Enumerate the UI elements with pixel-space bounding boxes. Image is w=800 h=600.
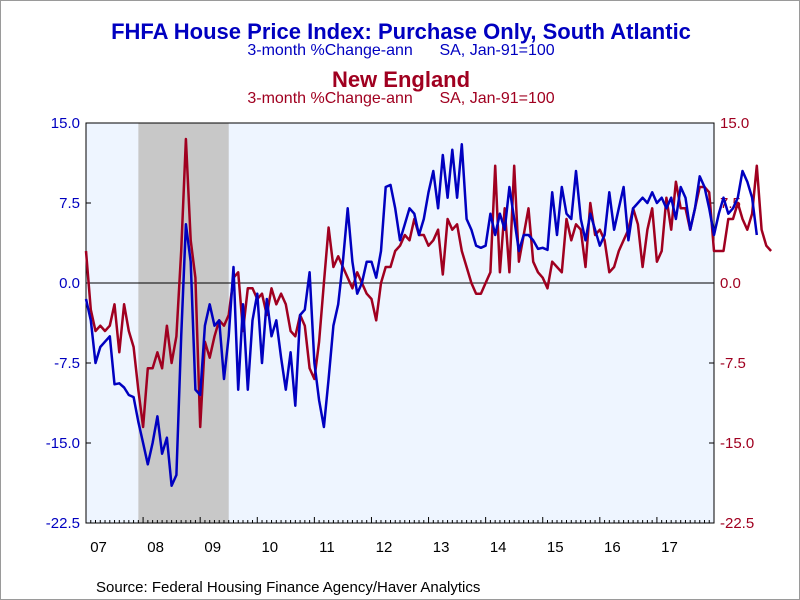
series-line-south-atlantic (84, 143, 759, 487)
chart-title-south-atlantic: FHFA House Price Index: Purchase Only, S… (111, 19, 691, 44)
x-tick-label: 09 (204, 539, 221, 556)
x-tick-label: 16 (604, 539, 621, 556)
chart-subtitle-south-atlantic: 3-month %Change-ann SA, Jan-91=100 (247, 42, 555, 59)
y-tick-label-right: -7.5 (720, 355, 746, 372)
x-tick-label: 10 (261, 539, 278, 556)
y-tick-label-right: 15.0 (720, 115, 749, 132)
x-tick-label: 11 (319, 539, 335, 556)
x-tick-label: 07 (90, 539, 107, 556)
y-tick-label-left: 15.0 (51, 115, 80, 132)
x-tick-label: 08 (147, 539, 164, 556)
x-tick-label: 15 (547, 539, 564, 556)
y-tick-label-right: -22.5 (720, 515, 754, 532)
y-tick-label-right: 0.0 (720, 275, 741, 292)
x-tick-label: 14 (490, 539, 507, 556)
y-tick-label-left: -15.0 (46, 435, 80, 452)
y-tick-label-right: -15.0 (720, 435, 754, 452)
y-tick-label-left: -22.5 (46, 515, 80, 532)
y-tick-label-left: -7.5 (54, 355, 80, 372)
y-tick-label-left: 0.0 (59, 275, 80, 292)
x-tick-label: 12 (376, 539, 393, 556)
series-line-new-england (84, 137, 773, 429)
x-tick-label: 13 (433, 539, 450, 556)
chart-subtitle-new-england: 3-month %Change-ann SA, Jan-91=100 (247, 90, 555, 107)
source-note: Source: Federal Housing Finance Agency/H… (96, 579, 481, 596)
x-tick-label: 17 (661, 539, 678, 556)
chart-title-new-england: New England (331, 67, 471, 92)
y-tick-label-left: 7.5 (59, 195, 80, 212)
